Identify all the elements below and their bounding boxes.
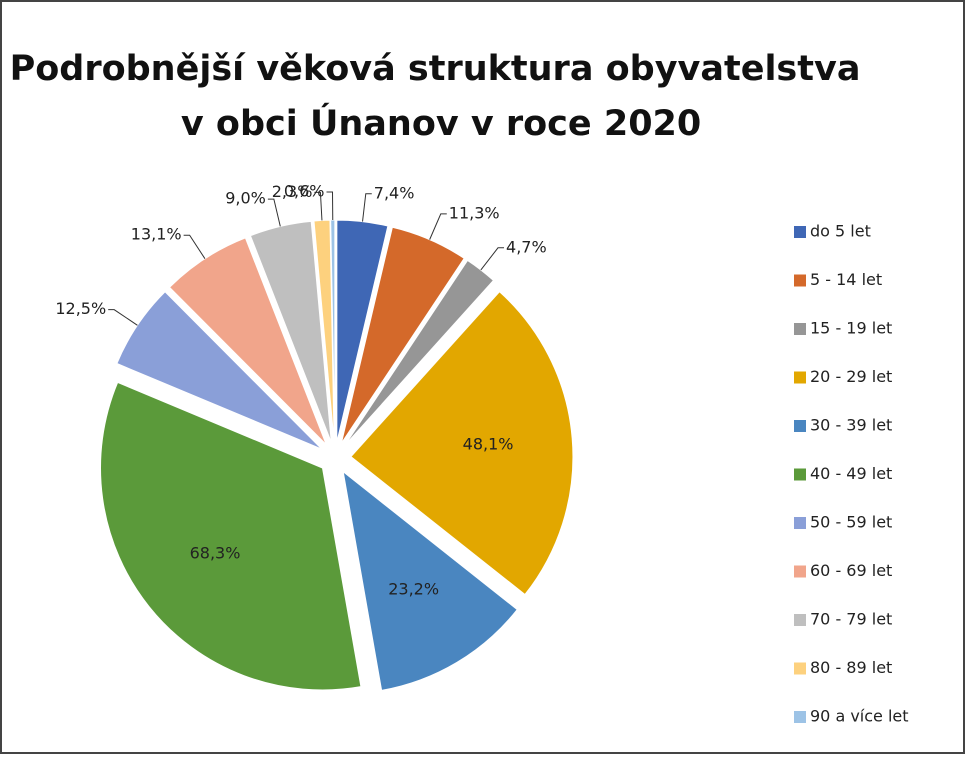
legend-swatch — [794, 565, 806, 578]
legend-label: 40 - 49 let — [810, 464, 892, 483]
legend-label: 60 - 69 let — [810, 561, 892, 580]
legend-swatch — [794, 323, 806, 335]
pie-slice — [330, 219, 336, 443]
leader-line — [183, 234, 206, 259]
leader-line — [108, 309, 138, 326]
pie-slice — [342, 470, 518, 691]
leader-line — [480, 247, 505, 271]
legend-label: 5 - 14 let — [810, 270, 882, 289]
data-label: 4,7% — [506, 237, 547, 256]
pie-slice — [168, 237, 327, 445]
legend-label: 30 - 39 let — [810, 416, 892, 435]
legend-swatch — [794, 468, 806, 481]
legend-label: do 5 let — [810, 222, 871, 241]
data-label: 48,1% — [463, 435, 514, 454]
leader-line — [362, 193, 372, 222]
pie-slice — [340, 226, 465, 444]
legend-swatch — [794, 662, 806, 675]
data-label: 23,2% — [388, 579, 439, 598]
leader-line — [326, 191, 334, 221]
legend-label: 50 - 59 let — [810, 513, 892, 532]
data-label: 0,6% — [284, 182, 325, 201]
legend-swatch — [794, 614, 806, 626]
pie-slice — [336, 219, 389, 443]
legend-swatch — [794, 517, 806, 529]
legend-swatch — [794, 226, 806, 238]
legend-swatch — [794, 274, 806, 287]
leader-line — [314, 191, 323, 221]
leader-line — [267, 198, 281, 227]
pie-slice — [100, 381, 362, 691]
legend-label: 80 - 89 let — [810, 658, 892, 677]
data-label: 7,4% — [374, 183, 415, 202]
legend-label: 70 - 79 let — [810, 610, 892, 629]
chart-title: Podrobnější věková struktura obyvatelstv… — [10, 49, 861, 144]
legend-label: 20 - 29 let — [810, 367, 892, 386]
legend-label: 15 - 19 let — [810, 319, 892, 338]
data-label: 2,3% — [272, 182, 313, 201]
legend-swatch — [794, 371, 806, 384]
data-label: 68,3% — [190, 543, 241, 562]
data-label: 13,1% — [131, 225, 182, 244]
data-label: 12,5% — [55, 299, 106, 318]
data-label: 11,3% — [449, 203, 500, 222]
leader-line — [429, 213, 447, 240]
legend-label: 90 a více let — [810, 707, 909, 726]
pie-slice — [350, 291, 574, 596]
legend-swatch — [794, 420, 806, 432]
legend-swatch — [794, 711, 806, 723]
data-label: 9,0% — [225, 189, 266, 208]
